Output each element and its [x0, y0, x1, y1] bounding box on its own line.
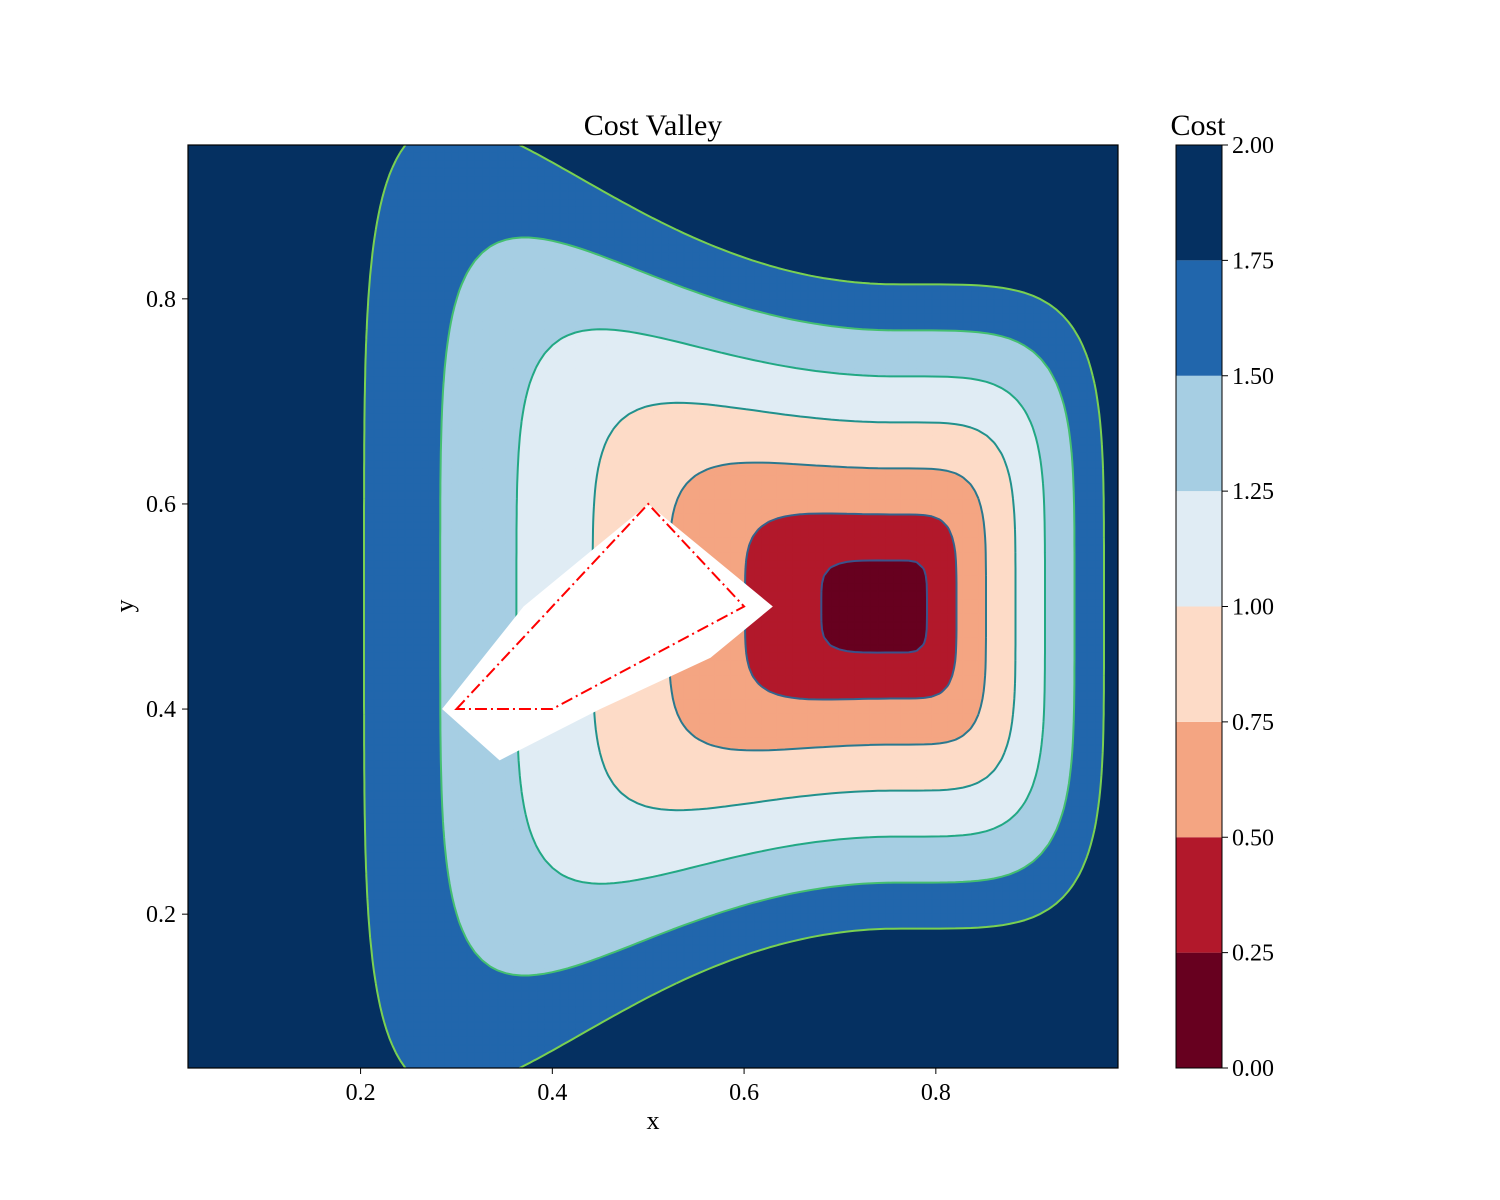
colorbar-segment — [1176, 145, 1222, 261]
y-tick-label: 0.8 — [146, 287, 176, 313]
colorbar-tick-label: 0.25 — [1232, 941, 1274, 967]
plot-area — [188, 145, 1118, 1068]
colorbar-tick-label: 1.00 — [1232, 595, 1274, 621]
contour-band — [820, 560, 928, 653]
colorbar-segment — [1176, 375, 1222, 492]
colorbar-tick-label: 0.50 — [1232, 825, 1274, 851]
colorbar-ticks: 0.00 0.25 0.50 0.75 1.00 1.25 1.50 1.75 2.00 — [1222, 133, 1274, 1082]
x-tick-label: 0.8 — [921, 1080, 951, 1106]
colorbar-tick-label: 0.75 — [1232, 710, 1274, 736]
boundary-polygon — [454, 502, 746, 711]
colorbar-tick-label: 0.00 — [1232, 1056, 1274, 1082]
colorbar-label: Cost — [1170, 109, 1226, 142]
y-axis-label: y — [110, 600, 139, 613]
x-axis-ticks: 0.2 0.4 0.6 0.8 — [346, 1068, 951, 1106]
y-tick-label: 0.2 — [146, 902, 176, 928]
y-tick-label: 0.6 — [146, 492, 176, 518]
colorbar-segment — [1176, 260, 1222, 376]
colorbar-tick-label: 1.25 — [1232, 479, 1274, 505]
y-axis-ticks: 0.2 0.4 0.6 0.8 — [146, 287, 188, 928]
x-axis-label: x — [647, 1106, 660, 1135]
colorbar-tick-label: 1.75 — [1232, 248, 1274, 274]
colorbar-segment — [1176, 606, 1222, 722]
contour-lines — [363, 145, 1105, 1068]
colorbar: 0.00 0.25 0.50 0.75 1.00 1.25 1.50 1.75 2.00 Cos… — [1170, 109, 1274, 1082]
contour-line — [820, 559, 928, 654]
colorbar-segments — [1176, 145, 1222, 1068]
colorbar-segment — [1176, 491, 1222, 607]
contour-line — [363, 145, 1105, 1068]
x-tick-label: 0.6 — [729, 1080, 759, 1106]
colorbar-segment — [1176, 837, 1222, 953]
colorbar-segment — [1176, 952, 1222, 1068]
x-tick-label: 0.2 — [346, 1080, 376, 1106]
colorbar-tick-label: 2.00 — [1232, 133, 1274, 159]
y-tick-label: 0.4 — [146, 697, 176, 723]
x-tick-label: 0.4 — [537, 1080, 567, 1106]
chart-title: Cost Valley — [584, 109, 723, 142]
contour-line — [439, 236, 1076, 977]
colorbar-segment — [1176, 721, 1222, 838]
excluded-region — [442, 503, 773, 761]
plot-frame — [187, 144, 1119, 1069]
colorbar-tick-label: 1.50 — [1232, 364, 1274, 390]
